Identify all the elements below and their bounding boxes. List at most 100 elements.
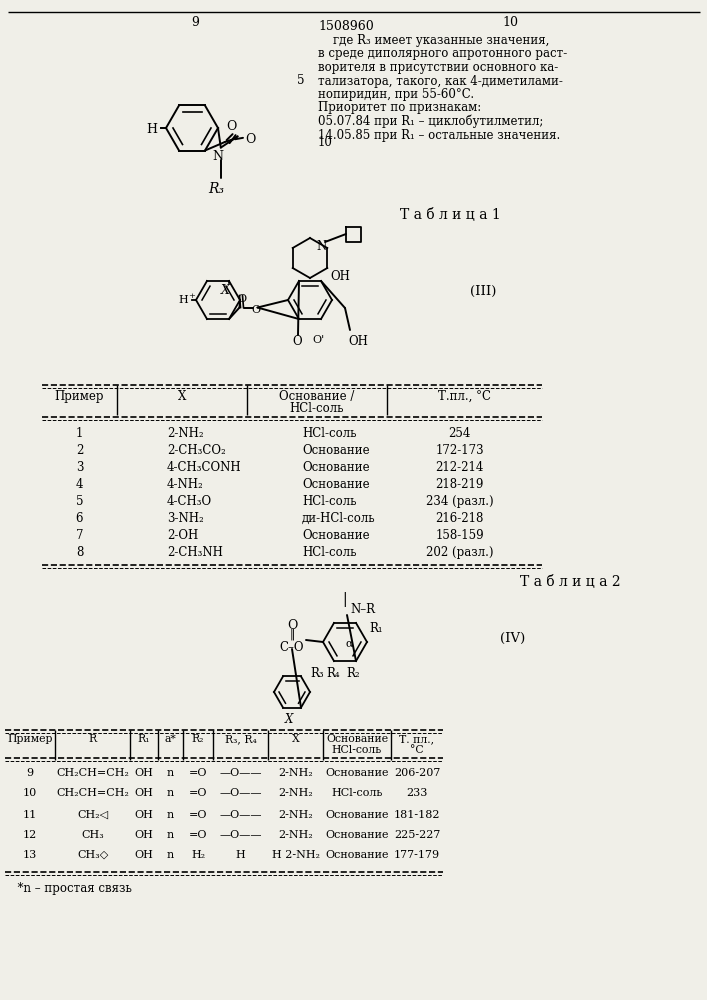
Text: n: n bbox=[167, 810, 174, 820]
Text: CH₂◁: CH₂◁ bbox=[77, 810, 108, 820]
Text: N–R: N–R bbox=[350, 603, 375, 616]
Text: 234 (разл.): 234 (разл.) bbox=[426, 495, 493, 508]
Text: R₄: R₄ bbox=[326, 667, 340, 680]
Text: CH₂CH=CH₂: CH₂CH=CH₂ bbox=[56, 788, 129, 798]
Text: HCl-соль: HCl-соль bbox=[332, 788, 382, 798]
Text: X: X bbox=[178, 390, 186, 403]
Text: (III): (III) bbox=[470, 285, 496, 298]
Text: OH: OH bbox=[330, 270, 350, 283]
Text: нопиридин, при 55-60°C.: нопиридин, при 55-60°C. bbox=[318, 88, 474, 101]
Text: Основание: Основание bbox=[325, 850, 389, 860]
Text: 9: 9 bbox=[191, 16, 199, 29]
Text: тализатора, такого, как 4-диметилами-: тализатора, такого, как 4-диметилами- bbox=[318, 75, 563, 88]
Text: OH: OH bbox=[134, 810, 153, 820]
Text: OH: OH bbox=[134, 768, 153, 778]
Text: Основание: Основание bbox=[302, 461, 370, 474]
Text: OH: OH bbox=[134, 830, 153, 840]
Text: X: X bbox=[285, 713, 293, 726]
Text: H 2-NH₂: H 2-NH₂ bbox=[271, 850, 320, 860]
Text: R₃: R₃ bbox=[208, 182, 224, 196]
Text: 212-214: 212-214 bbox=[436, 461, 484, 474]
Text: 11: 11 bbox=[23, 810, 37, 820]
Text: 172-173: 172-173 bbox=[436, 444, 484, 457]
Text: +: + bbox=[188, 292, 195, 300]
Text: O: O bbox=[226, 120, 237, 133]
Text: 3-NH₂: 3-NH₂ bbox=[167, 512, 204, 525]
Text: 7: 7 bbox=[76, 529, 83, 542]
Text: O: O bbox=[292, 335, 302, 348]
Text: HCl-соль: HCl-соль bbox=[302, 427, 356, 440]
Text: Т а б л и ц а 2: Т а б л и ц а 2 bbox=[520, 575, 620, 589]
Text: CH₃◇: CH₃◇ bbox=[77, 850, 108, 860]
Text: 233: 233 bbox=[407, 788, 428, 798]
Text: O: O bbox=[287, 619, 297, 632]
Text: 2-CH₃NH: 2-CH₃NH bbox=[167, 546, 223, 559]
Text: 158-159: 158-159 bbox=[436, 529, 484, 542]
Text: 12: 12 bbox=[23, 830, 37, 840]
Text: OH: OH bbox=[348, 335, 368, 348]
Text: 216-218: 216-218 bbox=[436, 512, 484, 525]
Text: CH₂CH=CH₂: CH₂CH=CH₂ bbox=[56, 768, 129, 778]
Text: 225-227: 225-227 bbox=[394, 830, 440, 840]
Text: C–O: C–O bbox=[280, 641, 304, 654]
Text: 10: 10 bbox=[23, 788, 37, 798]
Text: ‖: ‖ bbox=[289, 629, 295, 641]
Text: где R₃ имеет указанные значения,: где R₃ имеет указанные значения, bbox=[318, 34, 549, 47]
Text: HCl-соль: HCl-соль bbox=[302, 495, 356, 508]
Text: Основание: Основание bbox=[325, 830, 389, 840]
Text: =O: =O bbox=[189, 768, 207, 778]
Text: n: n bbox=[167, 850, 174, 860]
Text: n: n bbox=[167, 788, 174, 798]
Text: в среде диполярного апротонного раст-: в среде диполярного апротонного раст- bbox=[318, 47, 567, 60]
Text: R₂: R₂ bbox=[346, 667, 360, 680]
Text: Основание: Основание bbox=[302, 444, 370, 457]
Text: a*: a* bbox=[165, 734, 176, 744]
Text: 8: 8 bbox=[76, 546, 83, 559]
Text: =O: =O bbox=[189, 810, 207, 820]
Text: 2-NH₂: 2-NH₂ bbox=[278, 810, 313, 820]
Text: 9: 9 bbox=[26, 768, 33, 778]
Text: O: O bbox=[237, 294, 246, 304]
Text: N: N bbox=[316, 240, 326, 253]
Text: 2-NH₂: 2-NH₂ bbox=[278, 788, 313, 798]
Text: Основание: Основание bbox=[326, 734, 388, 744]
Text: 10: 10 bbox=[502, 16, 518, 29]
Text: 5: 5 bbox=[298, 75, 305, 88]
Text: 177-179: 177-179 bbox=[394, 850, 440, 860]
Text: Т а б л и ц а 1: Т а б л и ц а 1 bbox=[399, 208, 501, 222]
Text: Основание: Основание bbox=[325, 768, 389, 778]
Text: 181-182: 181-182 bbox=[394, 810, 440, 820]
Text: R₃, R₄: R₃, R₄ bbox=[225, 734, 257, 744]
Text: °C: °C bbox=[410, 745, 423, 755]
Text: X: X bbox=[221, 284, 230, 297]
Text: ворителя в присутствии основного ка-: ворителя в присутствии основного ка- bbox=[318, 61, 559, 74]
Text: Основание: Основание bbox=[325, 810, 389, 820]
Text: Пример: Пример bbox=[54, 390, 104, 403]
Text: R₃: R₃ bbox=[310, 667, 324, 680]
Text: *n – простая связь: *n – простая связь bbox=[10, 882, 132, 895]
Text: 2-NH₂: 2-NH₂ bbox=[278, 830, 313, 840]
Text: R₂: R₂ bbox=[192, 734, 204, 744]
Text: 1: 1 bbox=[76, 427, 83, 440]
Text: H₂: H₂ bbox=[191, 850, 205, 860]
Text: |: | bbox=[343, 592, 347, 607]
Text: =O: =O bbox=[189, 788, 207, 798]
Text: Т. пл.,: Т. пл., bbox=[399, 734, 435, 744]
Text: 2-NH₂: 2-NH₂ bbox=[278, 768, 313, 778]
Text: Основание /: Основание / bbox=[279, 390, 355, 403]
Text: O': O' bbox=[312, 335, 325, 345]
Text: O: O bbox=[245, 133, 255, 146]
Text: 1508960: 1508960 bbox=[318, 20, 374, 33]
Text: 3: 3 bbox=[76, 461, 83, 474]
Text: 218-219: 218-219 bbox=[436, 478, 484, 491]
Text: 5: 5 bbox=[76, 495, 83, 508]
Text: 4: 4 bbox=[76, 478, 83, 491]
Text: H: H bbox=[146, 123, 157, 136]
Text: 206-207: 206-207 bbox=[394, 768, 440, 778]
Text: 202 (разл.): 202 (разл.) bbox=[426, 546, 493, 559]
Text: α: α bbox=[345, 639, 353, 649]
Text: —O——: —O—— bbox=[219, 830, 262, 840]
Text: 05.07.84 при R₁ – циклобутилметил;: 05.07.84 при R₁ – циклобутилметил; bbox=[318, 115, 544, 128]
Text: HCl-соль: HCl-соль bbox=[290, 402, 344, 415]
Text: OH: OH bbox=[134, 788, 153, 798]
